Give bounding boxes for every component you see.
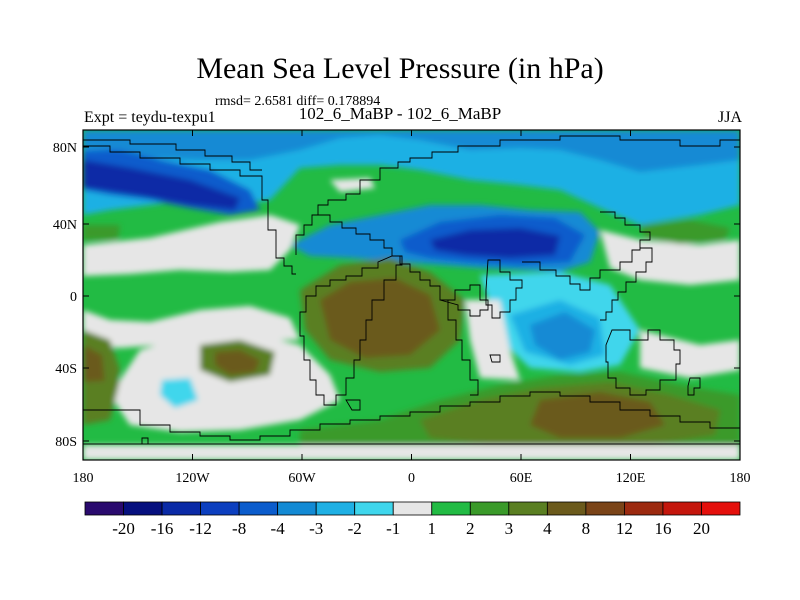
eurasia-low-core (430, 228, 560, 258)
x-tick-label: 120E (616, 471, 646, 486)
colorbar-label: 20 (693, 519, 710, 538)
season-label: JJA (717, 109, 742, 126)
colorbar-label: -1 (386, 519, 400, 538)
arctic-pocket (330, 178, 375, 192)
x-tick-label: 180 (730, 471, 751, 486)
southwest-band (83, 380, 120, 425)
colorbar-swatch (392, 501, 433, 516)
arabian-neutral (465, 300, 520, 380)
antarctic-edge (83, 445, 740, 460)
colorbar-swatch (123, 501, 163, 516)
colorbar-swatch (354, 501, 394, 516)
colorbar-label: -8 (232, 519, 246, 538)
colorbar-swatch (431, 501, 471, 516)
south-pacific-neutral (110, 330, 340, 432)
pressure-field (83, 130, 740, 460)
colorbar-label: 3 (505, 519, 514, 538)
y-tick-label: 0 (70, 290, 77, 305)
colorbar-label: -3 (309, 519, 323, 538)
colorbar-swatch (315, 501, 356, 516)
colorbar-label: 1 (428, 519, 437, 538)
colorbar-label: 2 (466, 519, 475, 538)
east-pacific-high (83, 225, 120, 240)
north-pacific-low-core (83, 160, 240, 210)
colorbar-label: -20 (112, 519, 135, 538)
south-pacific-low (160, 378, 198, 408)
colorbar-swatch (200, 501, 240, 516)
colorbar-label: 8 (582, 519, 591, 538)
colorbar-swatch (277, 501, 317, 516)
colorbar-swatch (662, 501, 702, 516)
colorbar-swatch (161, 501, 201, 516)
colorbar-label: -16 (151, 519, 174, 538)
colorbar-label: -12 (189, 519, 212, 538)
colorbar-label: -2 (348, 519, 362, 538)
colorbar-swatch (585, 501, 625, 516)
africa-atlantic-high-core (320, 278, 440, 358)
runs-label: 102_6_MaBP - 102_6_MaBP (298, 104, 502, 123)
x-tick-label: 60W (288, 471, 316, 486)
colorbar-swatch (238, 501, 279, 516)
pacific-neutral (83, 215, 300, 276)
stats-label: rmsd= 2.6581 diff= 0.178894 (215, 94, 381, 109)
y-tick-label: 80S (55, 435, 77, 450)
nw-pacific-high (640, 220, 730, 244)
coastlines (83, 135, 740, 445)
colorbar-label: 16 (654, 519, 671, 538)
tropical-pacific-neutral (83, 306, 300, 348)
nw-pacific-neutral (600, 230, 740, 285)
plot-title: Mean Sea Level Pressure (in hPa) (196, 52, 604, 85)
x-tick-label: 120W (175, 471, 210, 486)
y-tick-label: 40S (55, 362, 77, 377)
colorbar-swatch (624, 501, 664, 516)
colorbar-swatch (508, 501, 548, 516)
x-tick-label: 60E (510, 471, 533, 486)
band-minus3 (83, 130, 740, 172)
colorbar-label: 4 (543, 519, 552, 538)
x-tick-label: 180 (73, 471, 94, 486)
x-tick-label: 0 (408, 471, 415, 486)
experiment-label: Expt = teydu-texpu1 (84, 109, 216, 126)
indian-ocean-low-core (530, 312, 595, 360)
y-tick-label: 40N (53, 218, 77, 233)
axes: 80N 40N 0 40S 80S 180 120W 60W 0 60E 120E 180 (53, 130, 751, 486)
colorbar-label: -4 (271, 519, 286, 538)
colorbar: -20 -16 -12 -8 -4 -3 -2 -1 1 2 3 4 8 12 16 20 (84, 501, 741, 538)
colorbar-swatch (84, 501, 124, 516)
south-pacific-high-core (215, 350, 260, 375)
colorbar-label: 12 (616, 519, 633, 538)
colorbar-swatch (701, 501, 741, 516)
colorbar-swatch (469, 501, 510, 516)
colorbar-swatch (546, 501, 587, 516)
australia-neutral (640, 330, 740, 378)
far-west-high-core (83, 345, 105, 392)
y-tick-label: 80N (53, 141, 77, 156)
southern-ocean-high-core (530, 392, 665, 438)
